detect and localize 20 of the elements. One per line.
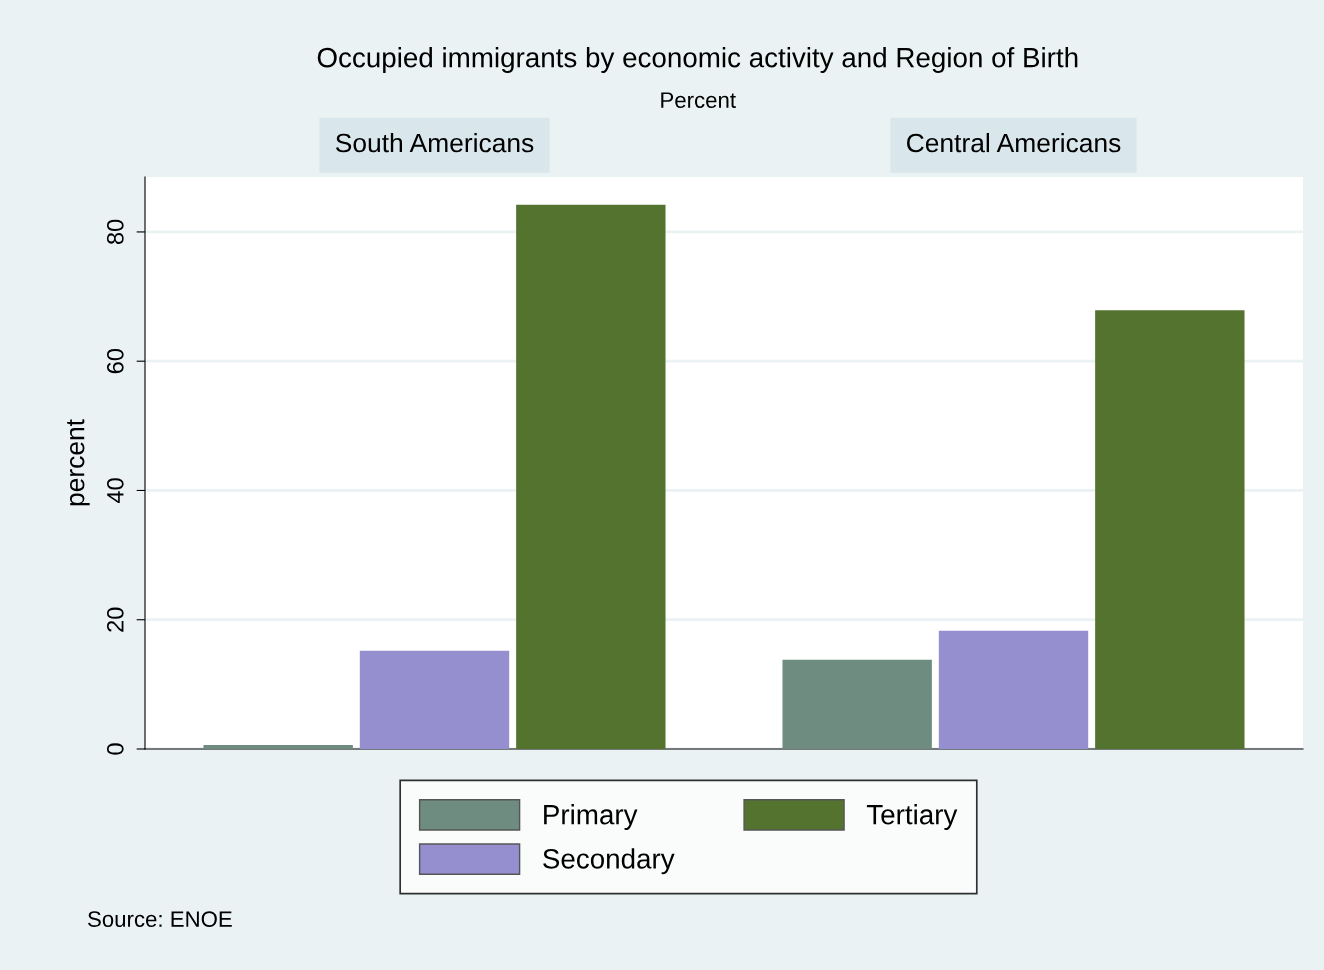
y-tick-label: 80	[106, 219, 124, 245]
bar	[203, 745, 353, 749]
y-tick-label: 40	[106, 478, 124, 504]
legend-label: Tertiary	[866, 804, 958, 830]
y-tick-label: 60	[106, 348, 124, 374]
bar	[359, 650, 510, 749]
bar	[516, 204, 666, 749]
y-tick-label: 20	[106, 607, 124, 632]
x-tick-label: South Americans	[335, 132, 534, 153]
x-tick-label: Central Americans	[907, 132, 1121, 153]
bar	[782, 659, 932, 749]
chart-subtitle: Percent	[661, 92, 736, 108]
bar	[938, 630, 1089, 749]
legend-label: Secondary	[543, 848, 675, 875]
source-note: Source: ENOE	[88, 911, 232, 927]
bar	[1095, 310, 1245, 749]
y-tick-label: 0	[106, 743, 124, 755]
chart-title: Occupied immigrants by economic activity and Region of Birth	[317, 47, 1078, 73]
legend-label: Primary	[544, 804, 638, 830]
y-axis-title: percent	[67, 419, 90, 506]
